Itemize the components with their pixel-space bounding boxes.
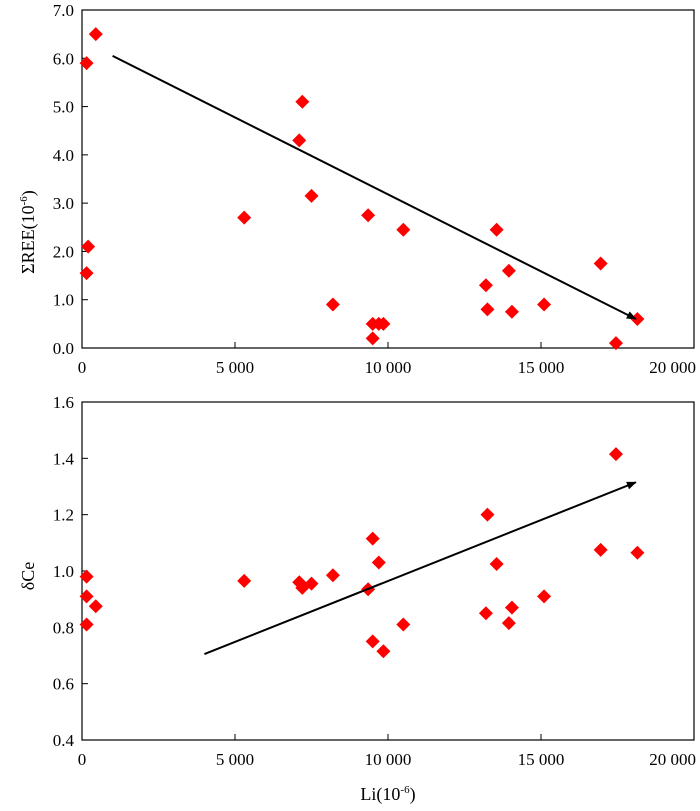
dce-y-tick-label: 1.4	[53, 449, 75, 468]
dce-data-point	[371, 555, 386, 570]
ree-y-tick-label: 5.0	[53, 98, 74, 117]
ree-y-tick-label: 2.0	[53, 242, 74, 261]
dce-data-point	[489, 556, 504, 571]
ree-y-tick-label: 4.0	[53, 146, 74, 165]
ree-y-tick-label: 0.0	[53, 339, 74, 358]
dce-plot-area	[81, 401, 695, 741]
ree-data-point	[365, 331, 380, 346]
dce-y-tick-label: 0.6	[53, 675, 74, 694]
ree-data-point	[504, 304, 519, 319]
dce-trend	[204, 481, 637, 656]
ree-x-tick-label: 20 000	[649, 358, 696, 377]
ree-data-point	[325, 297, 340, 312]
ree-x-axis: 0 5 000 10 000 15 000 20 000	[78, 342, 696, 377]
ree-y-tick-label: 3.0	[53, 194, 74, 213]
ree-data-point	[79, 56, 94, 71]
dce-data-point	[537, 589, 552, 604]
ree-data-point	[237, 210, 252, 225]
ree-trend-arrow	[112, 54, 637, 320]
ree-plot-area	[81, 9, 695, 349]
ree-plot-frame	[81, 9, 695, 349]
ree-data-point	[304, 188, 319, 203]
dce-y-tick-label: 1.6	[53, 393, 74, 412]
ree-data-point	[608, 336, 623, 351]
dce-data-point	[504, 600, 519, 615]
ree-data-point	[88, 27, 103, 42]
dce-data-point	[304, 576, 319, 591]
dce-points	[79, 447, 645, 659]
dce-x-axis: 0 5 000 10 000 15 000 20 000	[78, 734, 696, 769]
ree-data-point	[376, 316, 391, 331]
dce-data-point	[478, 606, 493, 621]
dce-y-axis-title: δCe	[18, 562, 38, 590]
ree-data-point	[593, 256, 608, 271]
dce-data-point	[237, 573, 252, 588]
dce-y-axis: 0.4 0.6 0.8 1.0 1.2 1.4 1.6	[53, 393, 88, 750]
dce-data-point	[630, 545, 645, 560]
dce-trend-arrow	[204, 481, 637, 656]
ree-x-tick-label: 5 000	[216, 358, 254, 377]
dce-data-point	[325, 568, 340, 583]
dce-y-tick-label: 1.0	[53, 562, 74, 581]
dce-data-point	[480, 507, 495, 522]
dce-data-point	[79, 589, 94, 604]
ree-y-axis-title: ΣREE(10-6)	[18, 190, 39, 274]
dce-data-point	[79, 617, 94, 632]
ree-data-point	[478, 278, 493, 293]
ree-data-point	[81, 239, 96, 254]
dce-x-axis-title: Li(10-6)	[360, 784, 415, 805]
dce-data-point	[593, 542, 608, 557]
ree-trend	[112, 54, 637, 320]
ree-y-tick-label: 1.0	[53, 291, 74, 310]
dce-data-point	[376, 644, 391, 659]
ree-data-point	[630, 312, 645, 327]
ree-data-point	[537, 297, 552, 312]
ree-data-point	[295, 94, 310, 109]
dce-x-tick-label: 15 000	[518, 750, 565, 769]
ree-data-point	[79, 266, 94, 281]
dce-data-point	[501, 616, 516, 631]
dce-plot-frame	[81, 401, 695, 741]
ree-y-tick-label: 7.0	[53, 1, 74, 20]
ree-points	[79, 27, 645, 351]
ree-x-tick-label: 10 000	[365, 358, 412, 377]
dce-x-tick-label: 20 000	[649, 750, 696, 769]
ree-data-point	[489, 222, 504, 237]
dce-x-tick-label: 0	[78, 750, 87, 769]
dce-y-tick-label: 1.2	[53, 506, 74, 525]
chart-dce: 0.4 0.6 0.8 1.0 1.2 1.4 1.6 0 5 000 10 000 15 000…	[18, 393, 696, 805]
ree-x-tick-label: 15 000	[518, 358, 565, 377]
ree-y-axis: 0.0 1.0 2.0 3.0 4.0 5.0 6.0 7.0	[53, 1, 88, 358]
dce-data-point	[365, 531, 380, 546]
dce-x-tick-label: 5 000	[216, 750, 254, 769]
ree-x-tick-label: 0	[78, 358, 87, 377]
dce-data-point	[88, 599, 103, 614]
chart-ree: 0.0 1.0 2.0 3.0 4.0 5.0 6.0 7.0 0 5 000 10 000 15 …	[18, 1, 696, 377]
ree-data-point	[292, 133, 307, 148]
ree-data-point	[480, 302, 495, 317]
ree-data-point	[501, 263, 516, 278]
dce-data-point	[79, 569, 94, 584]
ree-data-point	[361, 208, 376, 223]
ree-y-tick-label: 6.0	[53, 49, 74, 68]
dce-y-tick-label: 0.4	[53, 731, 75, 750]
dce-x-tick-label: 10 000	[365, 750, 412, 769]
ree-data-point	[396, 222, 411, 237]
dce-data-point	[365, 634, 380, 649]
dce-data-point	[396, 617, 411, 632]
dce-data-point	[608, 447, 623, 462]
dce-y-tick-label: 0.8	[53, 618, 74, 637]
